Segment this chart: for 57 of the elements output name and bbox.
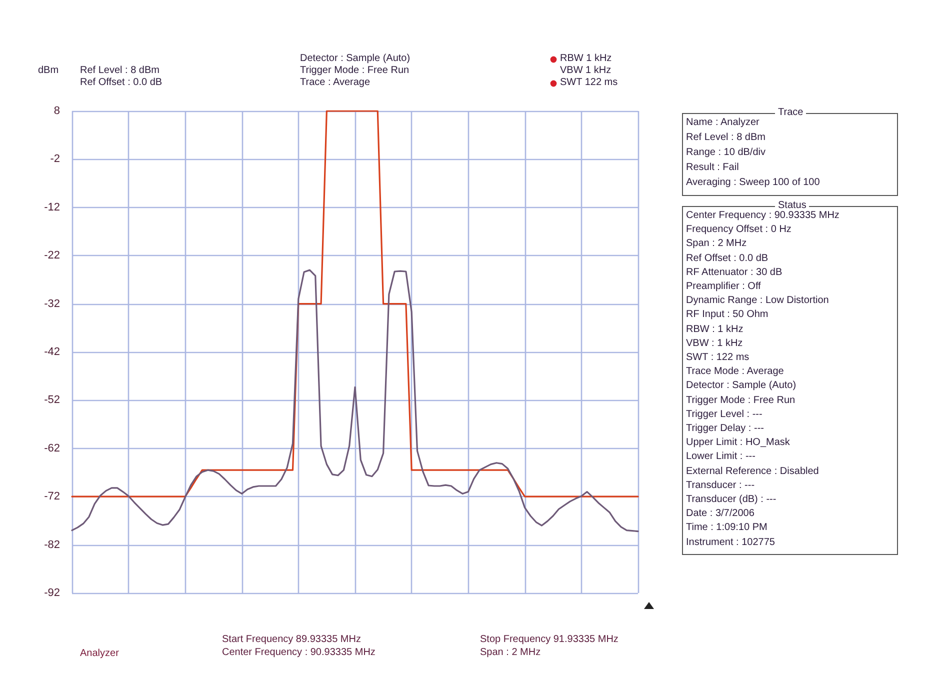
text: Detector : Sample (Auto) — [300, 53, 410, 65]
text: Detector : Sample (Auto) — [686, 380, 796, 392]
text: Dynamic Range : Low Distortion — [686, 295, 829, 308]
text: Averaging : Sweep 100 of 100 — [686, 177, 820, 189]
text: Trigger Level : --- — [686, 408, 762, 421]
text: Upper Limit : HO_Mask — [686, 437, 790, 450]
text: Trace — [775, 107, 806, 119]
text: VBW : 1 kHz — [686, 338, 743, 350]
text: Transducer : --- — [686, 480, 755, 492]
text: Span : 2 MHz — [686, 238, 747, 250]
text: SWT : 122 ms — [686, 352, 750, 364]
text: Transducer (dB) : --- — [686, 494, 776, 506]
text: Name : Analyzer — [686, 117, 760, 129]
text: External Reference : Disabled — [686, 466, 819, 478]
text: Range : 10 dB/div — [686, 147, 766, 159]
text: Span : 2 MHz — [480, 647, 541, 659]
text: Start Frequency 89.93335 MHz — [222, 634, 361, 646]
text: RBW : 1 kHz — [686, 324, 744, 336]
y-tick-label: -62 — [44, 442, 60, 454]
text: RF Attenuator : 30 dB — [686, 266, 782, 279]
y-tick-label: -92 — [44, 587, 60, 599]
y-axis-title: dBm — [38, 65, 59, 77]
text: Frequency Offset : 0 Hz — [686, 224, 792, 236]
y-tick-label: 8 — [54, 105, 60, 117]
y-tick-label: -32 — [44, 298, 60, 310]
text: Center Frequency : 90.93335 MHz — [222, 647, 376, 659]
text: Trigger Delay : --- — [686, 423, 764, 435]
y-tick-label: -52 — [44, 394, 60, 406]
text: Trigger Mode : Free Run — [686, 394, 796, 407]
text: Ref Offset : 0.0 dB — [80, 77, 162, 89]
text: RBW 1 kHz — [560, 53, 612, 65]
text: Status — [775, 200, 810, 212]
text: Ref Level : 8 dBm — [686, 132, 766, 144]
text: VBW 1 kHz — [560, 65, 612, 77]
y-tick-label: -22 — [44, 250, 60, 262]
text: Trace : Average — [300, 77, 370, 89]
text: Ref Level : 8 dBm — [80, 65, 160, 77]
y-tick-label: -72 — [44, 490, 60, 503]
text: Time : 1:09:10 PM — [686, 522, 768, 534]
text: SWT 122 ms — [560, 77, 618, 89]
y-tick-label: -42 — [44, 346, 60, 358]
text: Instrument : 102775 — [686, 536, 775, 549]
line-series — [71, 269, 639, 532]
text: Result : Fail — [686, 162, 739, 174]
y-tick-label: -82 — [44, 538, 60, 551]
text: RF Input : 50 Ohm — [686, 309, 768, 322]
text: Stop Frequency 91.93335 MHz — [480, 634, 618, 646]
y-tick-label: -12 — [44, 201, 60, 214]
text: Trigger Mode : Free Run — [300, 65, 410, 77]
text: Preamplifier : Off — [686, 281, 761, 293]
text: Center Frequency : 90.93335 MHz — [686, 210, 840, 222]
text: Trace Mode : Average — [686, 366, 784, 378]
text: Date : 3/7/2006 — [686, 508, 754, 520]
text: Lower Limit : --- — [686, 451, 756, 464]
y-tick-label: -2 — [50, 153, 60, 166]
text: Analyzer — [80, 648, 119, 660]
text: Ref Offset : 0.0 dB — [686, 252, 768, 265]
